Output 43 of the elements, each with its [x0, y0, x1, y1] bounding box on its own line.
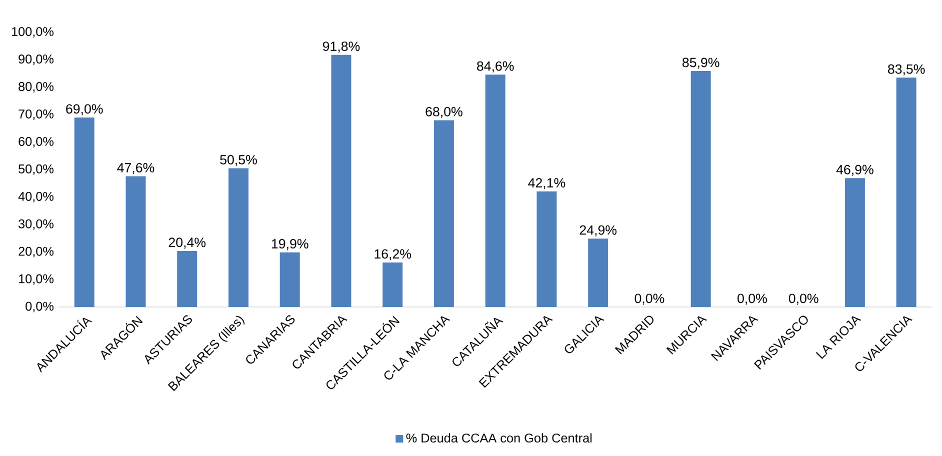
bar: [588, 238, 608, 307]
bar: [690, 71, 711, 307]
bar: [280, 252, 300, 307]
y-tick-label: 60,0%: [18, 136, 54, 148]
y-tick-label: 30,0%: [18, 219, 54, 230]
data-label: 91,8%: [322, 42, 360, 53]
bar: [177, 250, 198, 307]
data-label: 50,5%: [220, 155, 257, 166]
data-label: 47,6%: [117, 162, 154, 174]
data-label: 69,0%: [66, 104, 103, 116]
y-tick-label: 50,0%: [18, 164, 54, 175]
bar: [331, 54, 352, 307]
bar: [382, 262, 403, 307]
data-label: 42,1%: [528, 178, 566, 190]
legend-label: % Deuda CCAA con Gob Central: [406, 433, 592, 443]
bar: [896, 78, 916, 307]
data-label: 68,0%: [426, 106, 462, 118]
y-tick-label: 90,0%: [18, 54, 54, 66]
y-tick-label: 10,0%: [19, 274, 54, 285]
y-tick-label: 70,0%: [18, 109, 54, 120]
data-label: 84,6%: [477, 61, 514, 72]
data-label: 83,5%: [888, 64, 925, 76]
data-label: 19,9%: [272, 239, 308, 250]
bar: [485, 74, 506, 307]
bar: [434, 120, 454, 307]
data-label: 20,4%: [168, 238, 206, 249]
bar: [844, 178, 865, 307]
bar: [228, 168, 248, 307]
bar: [536, 191, 557, 307]
y-tick-label: 40,0%: [18, 192, 54, 202]
data-label: 85,9%: [682, 58, 720, 69]
data-label: 16,2%: [374, 249, 412, 260]
data-label: 0,0%: [738, 294, 767, 305]
data-label: 0,0%: [634, 294, 664, 305]
bar: [126, 176, 146, 307]
y-tick-label: 0,0%: [26, 302, 54, 312]
data-label: 24,9%: [580, 225, 617, 236]
y-tick-label: 80,0%: [18, 82, 54, 92]
y-tick-label: 20,0%: [18, 246, 54, 258]
data-label: 0,0%: [788, 294, 818, 305]
data-label: 46,9%: [836, 164, 874, 176]
bar: [74, 117, 94, 307]
y-tick-label: 100,0%: [12, 27, 54, 38]
